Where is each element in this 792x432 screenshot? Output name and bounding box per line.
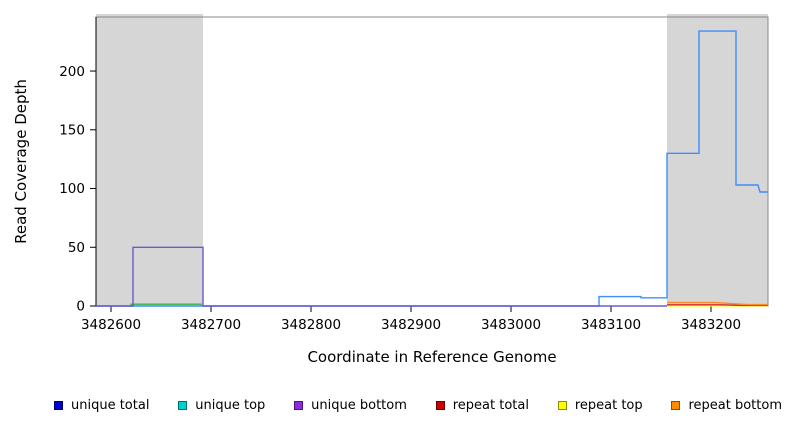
- legend-item-repeat-total: repeat total: [435, 398, 529, 413]
- series-repeat-total: [667, 304, 768, 307]
- x-tick-label: 3482600: [81, 317, 141, 333]
- legend-label: repeat top: [574, 398, 643, 413]
- x-axis-label: Coordinate in Reference Genome: [307, 348, 556, 366]
- legend-item-unique-total: unique total: [54, 398, 149, 413]
- y-tick-label: 150: [59, 123, 85, 139]
- shaded-region-right: [667, 14, 768, 306]
- legend-item-unique-top: unique top: [178, 398, 265, 413]
- legend-swatch-unique-total: [54, 401, 63, 410]
- legend-swatch-unique-top: [178, 401, 188, 410]
- y-tick-label: 50: [68, 240, 85, 256]
- legend-item-repeat-bottom: repeat bottom: [671, 398, 782, 413]
- series-repeat-bottom: [667, 301, 768, 306]
- legend-label: repeat bottom: [688, 398, 782, 413]
- series-unique-bottom: [96, 246, 667, 307]
- legend-item-repeat-top: repeat top: [557, 398, 643, 413]
- legend-swatch-repeat-bottom: [671, 401, 681, 410]
- x-tick-label: 3483200: [681, 317, 741, 333]
- series-unique-top: [130, 303, 202, 306]
- legend-swatch-repeat-top: [557, 401, 567, 410]
- y-tick-label: 200: [59, 64, 85, 80]
- y-tick-label: 0: [76, 299, 85, 315]
- y-axis-label: Read Coverage Depth: [12, 79, 30, 244]
- x-tick-label: 3482900: [381, 317, 441, 333]
- legend-label: repeat total: [452, 398, 529, 413]
- series-unique-total: [96, 30, 768, 307]
- legend-swatch-unique-bottom: [294, 401, 304, 410]
- coverage-plot: 3482600 3482700 3482800 3482900 3483000 34831…: [12, 14, 769, 366]
- y-tick-label: 100: [59, 181, 85, 197]
- legend-swatch-repeat-total: [435, 401, 445, 410]
- legend: unique total unique top unique bottom repea…: [0, 398, 792, 413]
- legend-label: unique total: [71, 398, 150, 413]
- x-tick-label: 3482700: [181, 317, 241, 333]
- shaded-region-left: [96, 14, 203, 306]
- legend-label: unique bottom: [311, 398, 407, 413]
- legend-item-unique-bottom: unique bottom: [294, 398, 407, 413]
- x-tick-label: 3483000: [481, 317, 541, 333]
- x-tick-label: 3483100: [581, 317, 641, 333]
- legend-label: unique top: [195, 398, 266, 413]
- x-tick-label: 3482800: [281, 317, 341, 333]
